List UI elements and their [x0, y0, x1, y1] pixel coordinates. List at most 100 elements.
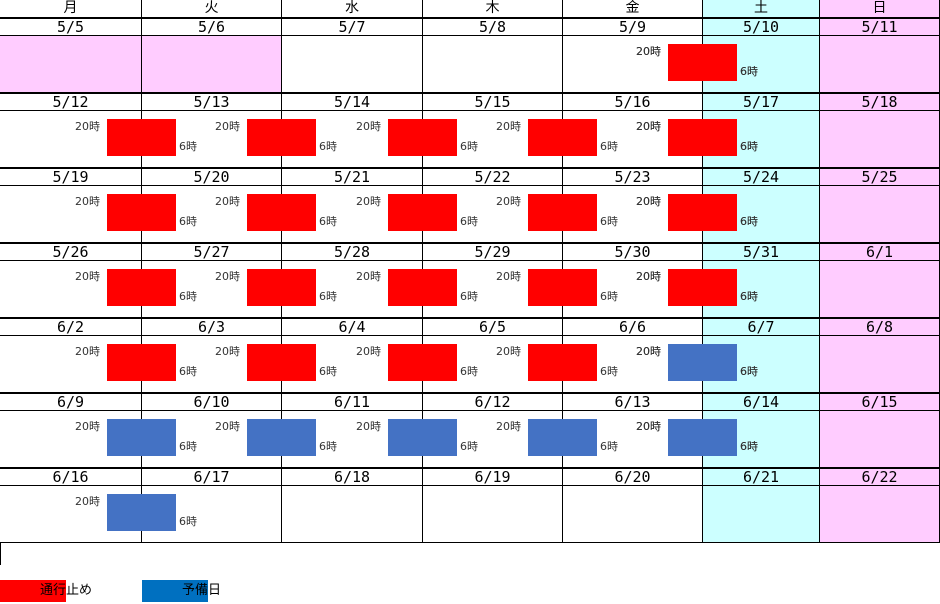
day-body [820, 111, 940, 168]
day-body [282, 486, 423, 543]
date-cell: 6/4 [282, 318, 423, 336]
weekday-header-1: 火 [142, 0, 282, 18]
closure-bar [107, 119, 176, 156]
start-time-label: 20時 [215, 270, 240, 283]
date-cell: 6/7 [703, 318, 820, 336]
closure-bar [668, 194, 737, 231]
end-time-label: 6時 [740, 365, 758, 378]
end-time-label: 6時 [740, 290, 758, 303]
end-time-label: 6時 [740, 290, 758, 303]
start-time-label: 20時 [496, 420, 521, 433]
end-time-label: 6時 [460, 215, 478, 228]
day-body [820, 411, 940, 468]
closure-bar [388, 194, 457, 231]
closure-bar [668, 44, 737, 81]
closure-bar [528, 194, 597, 231]
end-time-label: 6時 [460, 140, 478, 153]
start-time-label: 20時 [215, 420, 240, 433]
date-cell: 5/8 [423, 18, 563, 36]
legend-swatch-closure [0, 580, 66, 602]
end-time-label: 6時 [600, 290, 618, 303]
date-cell: 5/7 [282, 18, 423, 36]
date-cell: 6/15 [820, 393, 940, 411]
start-time-label: 20時 [75, 345, 100, 358]
date-cell: 5/18 [820, 93, 940, 111]
start-time-label: 20時 [75, 495, 100, 508]
closure-bar [528, 344, 597, 381]
date-cell: 6/14 [703, 393, 820, 411]
end-time-label: 6時 [740, 215, 758, 228]
end-time-label: 6時 [600, 215, 618, 228]
end-time-label: 6時 [179, 290, 197, 303]
end-time-label: 6時 [319, 290, 337, 303]
date-cell: 5/15 [423, 93, 563, 111]
closure-bar [528, 269, 597, 306]
day-body [423, 486, 563, 543]
end-time-label: 6時 [460, 290, 478, 303]
day-body [820, 186, 940, 243]
start-time-label: 20時 [75, 195, 100, 208]
date-cell: 5/24 [703, 168, 820, 186]
start-time-label: 20時 [636, 120, 661, 133]
closure-bar [247, 344, 316, 381]
end-time-label: 6時 [179, 515, 197, 528]
end-time-label: 6時 [179, 215, 197, 228]
end-time-label: 6時 [740, 140, 758, 153]
date-cell: 6/12 [423, 393, 563, 411]
reserve-bar [528, 419, 597, 456]
closure-bar [388, 269, 457, 306]
legend: 通行止め 予備日 [0, 578, 940, 604]
legend-label-reserve: 予備日 [182, 583, 222, 598]
start-time-label: 20時 [356, 120, 381, 133]
date-cell: 6/1 [820, 243, 940, 261]
date-cell: 5/14 [282, 93, 423, 111]
end-time-label: 6時 [460, 365, 478, 378]
end-time-label: 6時 [600, 440, 618, 453]
end-time-label: 6時 [179, 140, 197, 153]
day-body [0, 36, 142, 93]
start-time-label: 20時 [496, 120, 521, 133]
end-time-label: 6時 [740, 215, 758, 228]
reserve-bar [107, 494, 176, 531]
start-time-label: 20時 [636, 345, 661, 358]
date-cell: 5/6 [142, 18, 282, 36]
closure-bar [247, 269, 316, 306]
closure-bar [528, 119, 597, 156]
end-time-label: 6時 [319, 440, 337, 453]
date-cell: 6/21 [703, 468, 820, 486]
date-cell: 5/25 [820, 168, 940, 186]
start-time-label: 20時 [356, 195, 381, 208]
end-time-label: 6時 [179, 440, 197, 453]
closure-bar [247, 194, 316, 231]
date-cell: 6/2 [0, 318, 142, 336]
date-cell: 5/26 [0, 243, 142, 261]
day-body [423, 36, 563, 93]
legend-swatch-reserve [142, 580, 208, 602]
reserve-bar [247, 419, 316, 456]
date-cell: 5/11 [820, 18, 940, 36]
start-time-label: 20時 [636, 195, 661, 208]
end-time-label: 6時 [319, 140, 337, 153]
start-time-label: 20時 [636, 195, 661, 208]
date-cell: 5/23 [563, 168, 703, 186]
day-body [563, 486, 703, 543]
start-time-label: 20時 [636, 270, 661, 283]
date-cell: 5/10 [703, 18, 820, 36]
reserve-bar [388, 419, 457, 456]
date-cell: 5/31 [703, 243, 820, 261]
end-time-label: 6時 [740, 440, 758, 453]
start-time-label: 20時 [636, 345, 661, 358]
date-cell: 5/17 [703, 93, 820, 111]
weekday-header-3: 木 [423, 0, 563, 18]
date-cell: 6/3 [142, 318, 282, 336]
reserve-bar [107, 419, 176, 456]
end-time-label: 6時 [319, 365, 337, 378]
start-time-label: 20時 [636, 45, 661, 58]
end-time-label: 6時 [740, 65, 758, 78]
calendar-grid: 月火水木金土日 5/5 5/6 5/7 5/8 5/9 5/10 5/11 20時 6時 20時 6時… [0, 0, 940, 565]
closure-bar [388, 344, 457, 381]
date-cell: 6/11 [282, 393, 423, 411]
weekday-header-0: 月 [0, 0, 142, 18]
day-body [820, 486, 940, 543]
date-cell: 6/19 [423, 468, 563, 486]
